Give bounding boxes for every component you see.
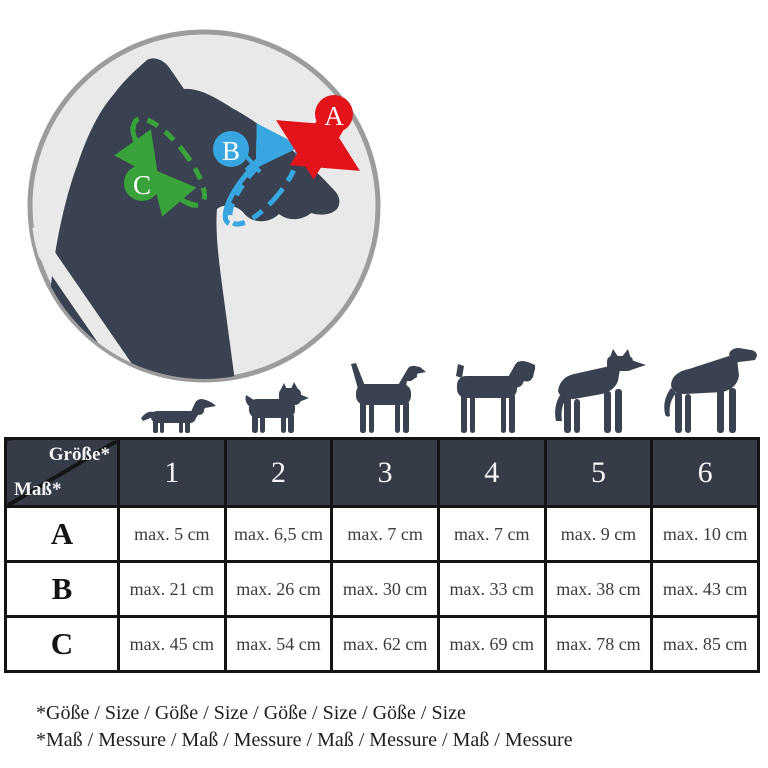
cell-c-1: max. 45 cm — [117, 615, 227, 673]
cell-b-4: max. 33 cm — [436, 560, 547, 618]
size-col-1: 1 — [117, 437, 227, 508]
cell-a-3: max. 7 cm — [330, 505, 440, 563]
measure-c-ellipse — [114, 116, 208, 217]
corner-measure-label: Maß* — [14, 479, 62, 500]
marker-a-badge: A — [315, 95, 353, 133]
size-col-5: 5 — [543, 437, 654, 508]
cell-a-5: max. 9 cm — [543, 505, 654, 563]
size-col-6: 6 — [650, 437, 760, 508]
footnote-size: *Göße / Size / Göße / Size / Göße / Size… — [36, 702, 466, 724]
table-row-b: B max. 21 cm max. 26 cm max. 30 cm max. … — [4, 560, 760, 618]
row-label-c: C — [4, 615, 120, 673]
marker-b-badge: B — [213, 131, 249, 167]
row-label-b: B — [4, 560, 120, 618]
cell-b-2: max. 26 cm — [223, 560, 334, 618]
measurement-diagram: A B C — [27, 29, 381, 383]
cell-c-5: max. 78 cm — [543, 615, 654, 673]
cell-b-1: max. 21 cm — [117, 560, 227, 618]
marker-c-label: C — [133, 170, 151, 200]
table-row-a: A max. 5 cm max. 6,5 cm max. 7 cm max. 7… — [4, 505, 760, 563]
measure-b-cross — [244, 154, 262, 174]
marker-a-label: A — [324, 101, 344, 131]
size-table: Größe* Maß* 1 2 3 4 5 6 A max. 5 cm max.… — [4, 437, 760, 673]
dog-silhouette-pinscher-icon — [351, 363, 426, 433]
corner-size-label: Größe* — [48, 444, 110, 465]
size-col-4: 4 — [436, 437, 547, 508]
cell-a-4: max. 7 cm — [436, 505, 547, 563]
footnotes: *Göße / Size / Göße / Size / Göße / Size… — [36, 700, 573, 754]
cell-a-2: max. 6,5 cm — [223, 505, 334, 563]
measure-b-ellipse — [222, 123, 302, 227]
cell-c-4: max. 69 cm — [436, 615, 547, 673]
cell-a-6: max. 10 cm — [650, 505, 760, 563]
cell-b-5: max. 38 cm — [543, 560, 654, 618]
corner-cell: Größe* Maß* — [4, 437, 120, 508]
cell-c-3: max. 62 cm — [330, 615, 440, 673]
dog-silhouette-schnauzer-icon — [456, 361, 535, 433]
size-col-2: 2 — [223, 437, 334, 508]
cell-a-1: max. 5 cm — [117, 505, 227, 563]
cell-b-6: max. 43 cm — [650, 560, 760, 618]
table-row-c: C max. 45 cm max. 54 cm max. 62 cm max. … — [4, 615, 760, 673]
cell-c-2: max. 54 cm — [223, 615, 334, 673]
footnote-measure: *Maß / Messure / Maß / Messure / Maß / M… — [36, 729, 573, 751]
cell-b-3: max. 30 cm — [330, 560, 440, 618]
marker-c-badge: C — [124, 165, 160, 201]
size-col-3: 3 — [330, 437, 440, 508]
dog-silhouette-great-dane-icon — [664, 348, 757, 433]
row-label-a: A — [4, 505, 120, 563]
dog-silhouette-shepherd-icon — [555, 349, 646, 433]
dog-silhouette-terrier-icon — [245, 382, 309, 433]
marker-b-label: B — [222, 136, 240, 166]
dog-silhouette-dachshund-icon — [141, 399, 216, 433]
cell-c-6: max. 85 cm — [650, 615, 760, 673]
measure-a-arrow — [276, 111, 360, 180]
table-header-row: Größe* Maß* 1 2 3 4 5 6 — [4, 437, 760, 508]
